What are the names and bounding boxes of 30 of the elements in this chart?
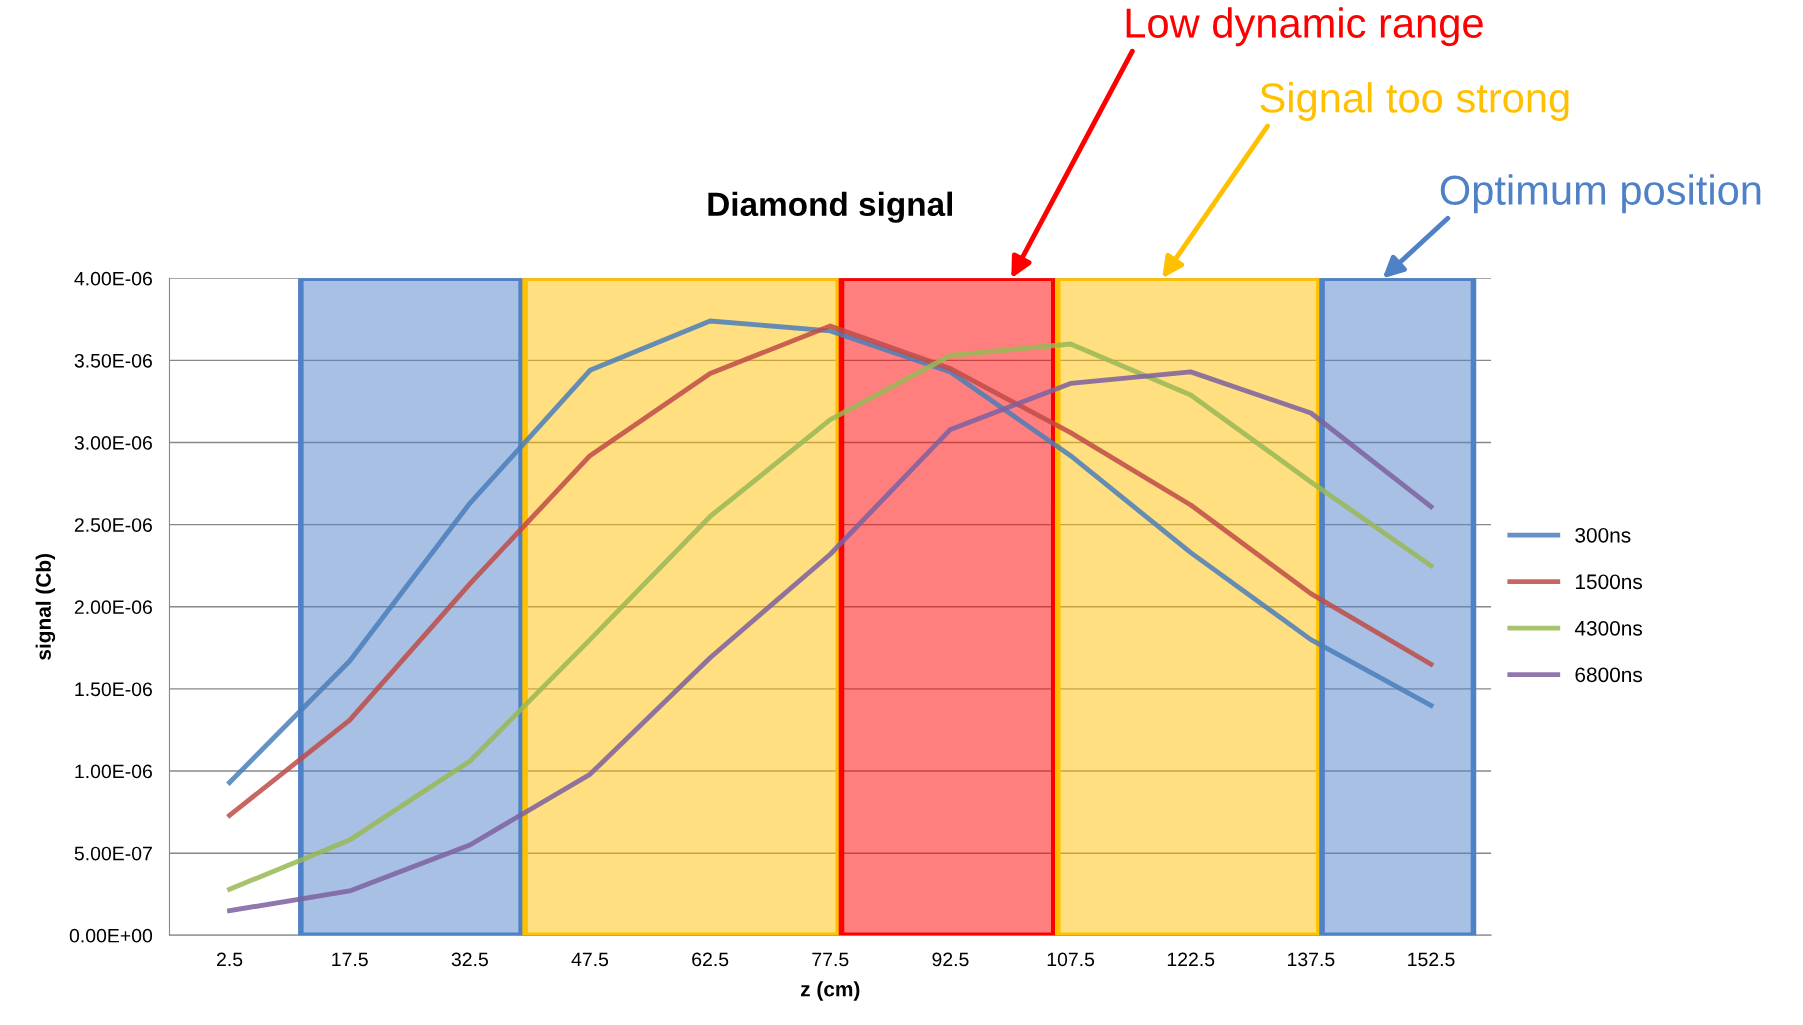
chart-title: Diamond signal [708,191,953,223]
y-tick-label: 2.00E-06 [74,600,152,615]
y-tick-label: 3.50E-06 [74,353,152,368]
x-axis-title: z (cm) [801,981,860,1001]
y-tick-label: 5.00E-07 [74,846,152,861]
x-tick-label: 92.5 [932,952,969,967]
legend-label: 1500ns [1576,574,1643,590]
y-tick-label: 1.50E-06 [75,682,152,697]
text: Signal too strong [1260,82,1569,121]
y-tick-label: 3.00E-06 [74,436,152,450]
y-tick-label: 0.00E+00 [69,928,153,943]
x-tick-label: 137.5 [1288,952,1335,967]
x-tick-label: 152.5 [1408,952,1455,967]
text: Low dynamic range [1126,7,1483,47]
legend-label: 6800ns [1575,667,1643,683]
x-tick-label: 62.5 [692,952,729,967]
x-tick-label: 17.5 [332,952,368,967]
x-tick-label: 32.5 [451,952,488,967]
x-tick-label: 107.5 [1047,952,1095,967]
y-axis-title: signal (Cb) [35,554,56,660]
y-tick-label: 2.50E-06 [74,518,152,532]
x-tick-label: 2.5 [217,952,243,967]
x-tick-label: 47.5 [571,952,609,967]
legend-label: 4300ns [1574,620,1643,636]
y-tick-label: 1.00E-06 [75,764,152,779]
legend-label: 300ns [1575,527,1631,543]
text: Optimum position [1440,174,1761,214]
x-tick-label: 122.5 [1167,952,1215,967]
x-tick-label: 77.5 [812,952,849,967]
y-tick-label: 4.00E-06 [74,271,152,286]
